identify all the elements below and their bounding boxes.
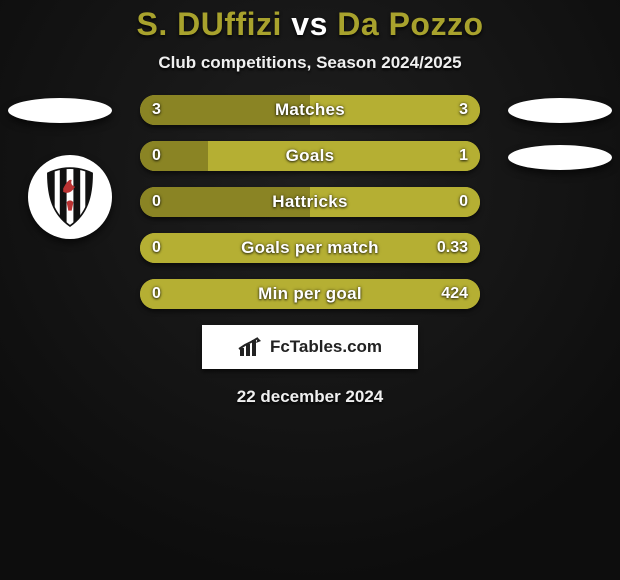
card-content: S. DUffizi vs Da Pozzo Club competitions… <box>0 0 620 407</box>
date-text: 22 december 2024 <box>0 387 620 407</box>
decorative-ellipse-right-2 <box>508 145 612 170</box>
stat-label: Goals <box>140 141 480 171</box>
stat-bar: 00.33Goals per match <box>140 233 480 263</box>
stat-bar: 01Goals <box>140 141 480 171</box>
stat-bar: 0424Min per goal <box>140 279 480 309</box>
stat-bar: 33Matches <box>140 95 480 125</box>
title-left-player: S. DUffizi <box>136 6 281 42</box>
brand-box: FcTables.com <box>202 325 418 369</box>
stat-label: Goals per match <box>140 233 480 263</box>
title-right-player: Da Pozzo <box>337 6 483 42</box>
brand-text: FcTables.com <box>270 337 382 357</box>
decorative-ellipse-right-1 <box>508 98 612 123</box>
stat-bar: 00Hattricks <box>140 187 480 217</box>
subtitle: Club competitions, Season 2024/2025 <box>0 53 620 73</box>
team-crest: Ascoli Picchio F.C. <box>28 155 112 239</box>
stat-bars: 33Matches 01Goals 00Hattricks 00.33Goals pe… <box>140 95 480 309</box>
bars-icon <box>238 336 264 358</box>
stat-label: Min per goal <box>140 279 480 309</box>
stat-label: Hattricks <box>140 187 480 217</box>
stat-label: Matches <box>140 95 480 125</box>
comparison-stage: Ascoli Picchio F.C. 33Matches 01Goals 00Ha… <box>0 95 620 407</box>
decorative-ellipse-left <box>8 98 112 123</box>
crest-icon: Ascoli Picchio F.C. <box>36 163 104 231</box>
page-title: S. DUffizi vs Da Pozzo <box>0 6 620 43</box>
title-vs: vs <box>291 6 328 42</box>
